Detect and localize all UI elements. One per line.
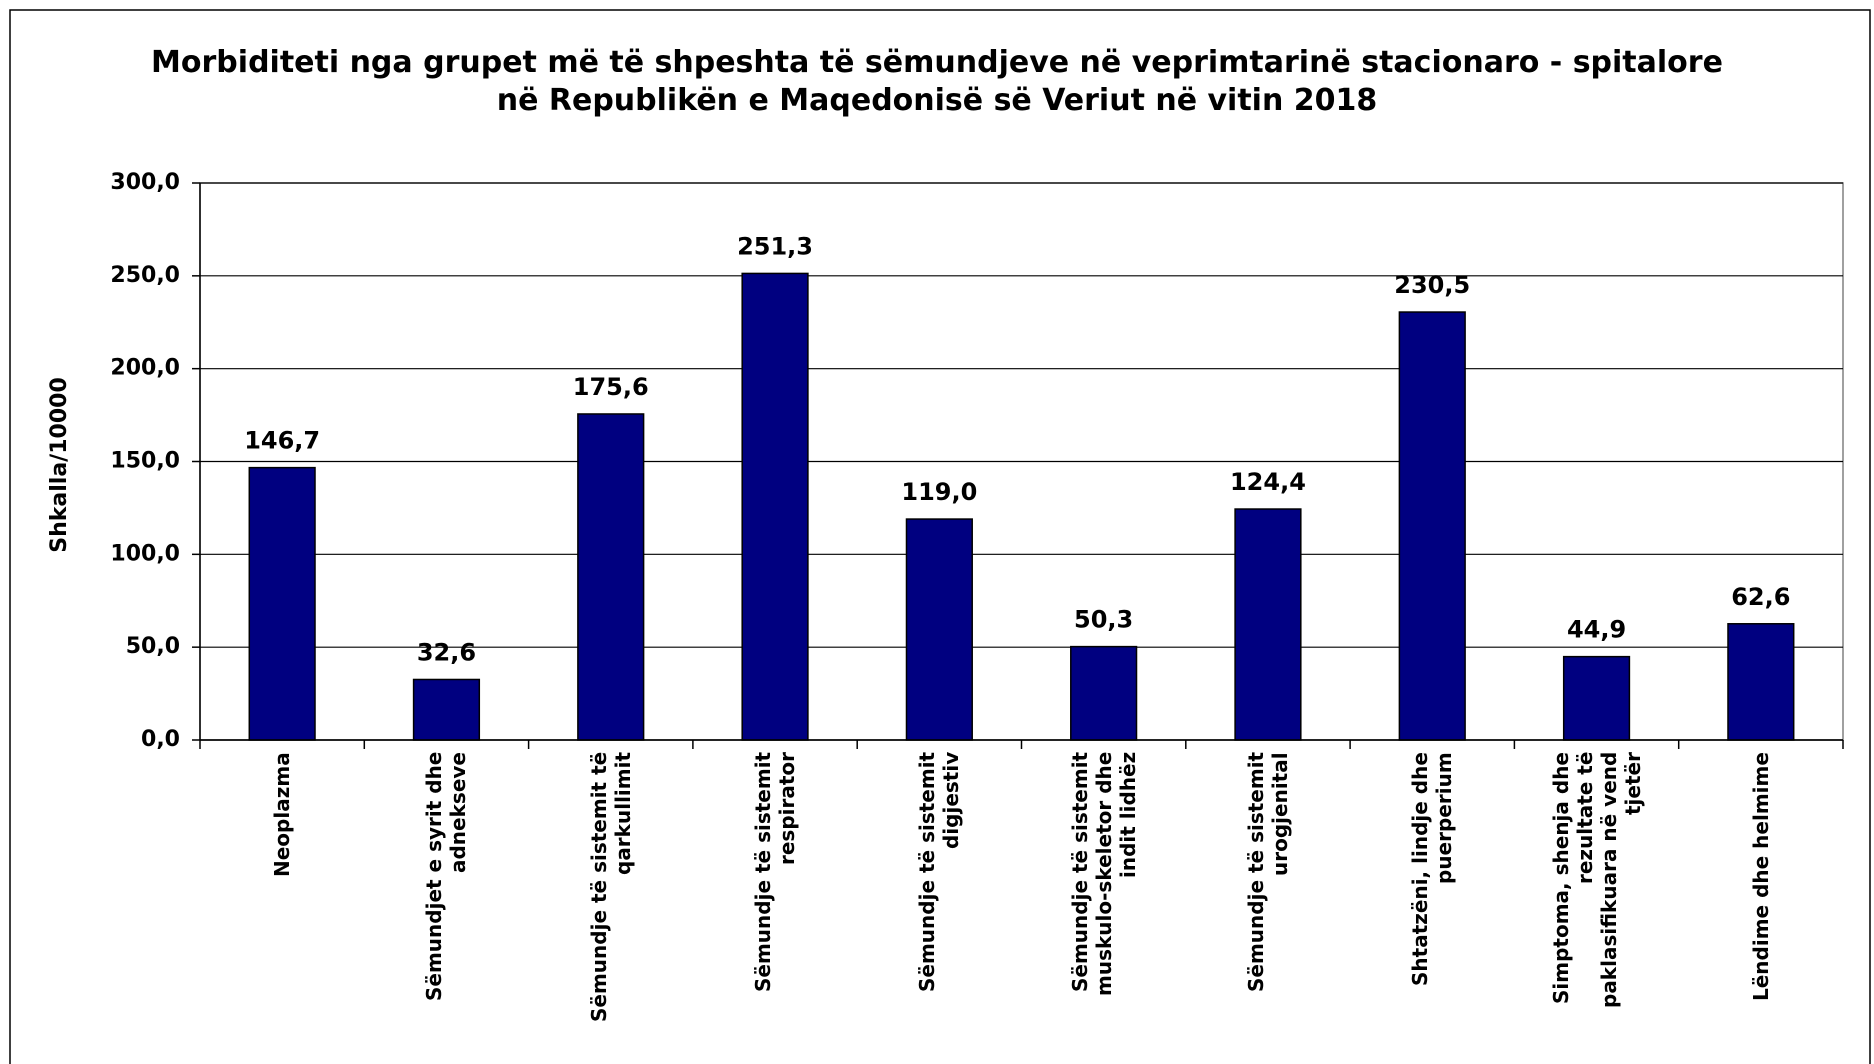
bar	[1070, 645, 1138, 741]
bar	[905, 518, 973, 741]
value-label: 32,6	[417, 638, 476, 666]
bar	[741, 272, 809, 741]
frame	[9, 9, 1871, 1064]
value-label: 230,5	[1394, 271, 1470, 299]
value-label: 251,3	[737, 232, 813, 260]
x-tick-label: Sëmundje të sistemit muskulo-skeletor dh…	[1067, 752, 1140, 997]
value-label: 44,9	[1567, 616, 1626, 644]
y-tick-label: 150,0	[110, 449, 180, 474]
bar	[412, 678, 481, 741]
y-tick-label: 200,0	[110, 356, 180, 381]
y-tick-label: 250,0	[110, 263, 180, 288]
x-tick-label: Sëmundje të sistemit respirator	[751, 752, 800, 993]
x-tick-label: Simptoma, shenja dhe rezultate të paklas…	[1548, 752, 1645, 1009]
value-label: 175,6	[573, 373, 649, 401]
bar	[248, 466, 316, 741]
y-tick-label: 100,0	[110, 541, 180, 566]
x-tick-label: Sëmundje të sistemit urogjenital	[1243, 752, 1292, 993]
x-tick-label: Shtatzëni, lindje dhe puerperium	[1408, 752, 1457, 986]
bar	[1727, 623, 1795, 741]
x-tick-label: Lëndime dhe helmime	[1748, 752, 1773, 1001]
bar	[1234, 508, 1302, 741]
value-label: 119,0	[901, 478, 977, 506]
value-label: 62,6	[1731, 583, 1790, 611]
y-tick-label: 0,0	[141, 727, 180, 752]
x-tick-label: Sëmundje të sistemit të qarkullimit	[586, 752, 635, 1023]
y-axis-label: Shkalla/10000	[47, 377, 72, 552]
bar	[1562, 655, 1631, 741]
x-tick-label: Neoplazma	[270, 752, 295, 877]
x-tick-label: Sëmundjet e syrit dhe adnekseve	[422, 752, 471, 1002]
bar	[1398, 311, 1466, 741]
value-label: 146,7	[244, 427, 320, 455]
bar	[577, 413, 645, 741]
y-tick-label: 300,0	[110, 170, 180, 195]
value-label: 124,4	[1230, 468, 1306, 496]
value-label: 50,3	[1074, 606, 1133, 634]
chart-title: Morbiditeti nga grupet më të shpeshta të…	[151, 45, 1723, 118]
x-tick-label: Sëmundje të sistemit digjestiv	[915, 752, 964, 993]
y-tick-label: 50,0	[126, 634, 180, 659]
